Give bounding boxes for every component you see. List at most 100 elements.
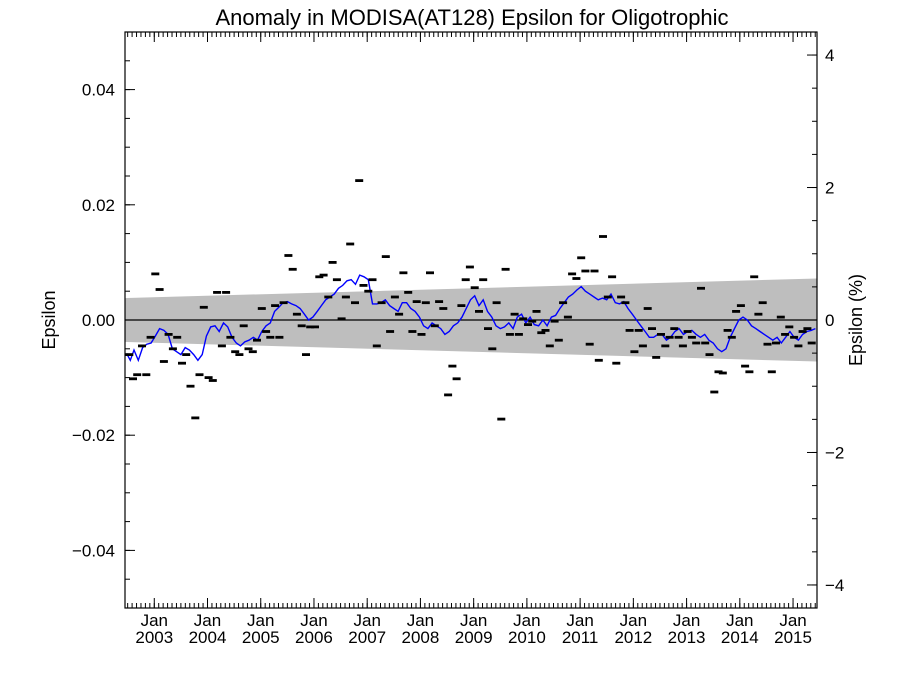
x-tick-label-year: 2005 — [242, 628, 280, 647]
data-point — [718, 371, 727, 375]
y-tick-label-left: 0.02 — [82, 196, 115, 215]
data-point — [621, 301, 630, 305]
data-point — [803, 327, 812, 330]
data-point — [692, 341, 701, 345]
data-point — [554, 338, 563, 342]
data-point — [164, 333, 173, 336]
data-point — [178, 361, 186, 365]
data-point — [311, 325, 319, 329]
data-point — [182, 353, 191, 356]
data-point — [426, 271, 434, 275]
x-tick-label-year: 2004 — [189, 628, 227, 647]
data-point — [417, 333, 426, 336]
data-point — [630, 350, 639, 354]
data-point — [572, 277, 581, 280]
data-point — [359, 284, 368, 287]
data-point — [479, 278, 488, 282]
data-point — [284, 254, 293, 257]
data-point — [652, 356, 661, 359]
data-point — [581, 269, 590, 273]
data-point — [288, 267, 297, 271]
x-tick-label-year: 2015 — [774, 628, 812, 647]
data-point — [351, 301, 359, 305]
data-point — [332, 278, 341, 282]
data-point — [714, 370, 723, 374]
data-point — [697, 286, 705, 290]
data-point — [292, 312, 301, 316]
data-point — [537, 331, 546, 335]
x-tick-label-month: Jan — [141, 611, 168, 630]
data-point — [617, 295, 626, 299]
data-point — [191, 416, 200, 420]
data-point — [745, 370, 754, 374]
data-point — [603, 295, 612, 299]
data-point — [129, 377, 137, 381]
data-point — [657, 333, 665, 336]
data-point — [168, 347, 177, 351]
data-point — [386, 330, 395, 333]
data-point — [590, 269, 599, 273]
y-tick-label-right: −4 — [825, 576, 844, 595]
x-tick-label-month: Jan — [513, 611, 540, 630]
data-point — [528, 319, 537, 323]
y-tick-label-right: 4 — [825, 46, 834, 65]
data-point — [532, 310, 541, 313]
data-point — [568, 272, 577, 276]
data-point — [231, 350, 240, 354]
data-point — [159, 360, 168, 363]
data-point — [594, 358, 603, 362]
data-point — [404, 291, 413, 294]
labels-layer: Anomaly in MODISA(AT128) Epsilon for Oli… — [39, 5, 866, 366]
data-point — [208, 379, 217, 382]
x-tick-label-month: Jan — [460, 611, 487, 630]
x-tick-label-year: 2003 — [135, 628, 173, 647]
data-point — [412, 300, 421, 303]
data-point — [625, 329, 634, 332]
data-point — [368, 278, 377, 282]
data-point — [421, 301, 430, 305]
data-point — [790, 335, 799, 339]
data-point — [577, 256, 586, 260]
data-point — [798, 330, 807, 333]
data-point — [195, 373, 204, 377]
data-point — [683, 330, 692, 333]
data-point — [297, 324, 306, 328]
data-point — [776, 315, 785, 319]
data-point — [470, 286, 479, 290]
data-point — [794, 344, 803, 348]
data-point — [381, 255, 390, 258]
data-point — [505, 333, 514, 336]
data-point — [341, 295, 350, 299]
data-point — [638, 344, 647, 348]
data-point — [328, 261, 337, 264]
data-point — [519, 317, 528, 321]
data-point — [133, 373, 142, 377]
data-point — [674, 335, 683, 339]
anomaly-line-layer — [125, 274, 816, 363]
data-point — [155, 288, 164, 291]
data-point — [444, 393, 453, 397]
data-point — [372, 344, 381, 348]
data-point — [661, 344, 670, 348]
data-point — [306, 325, 315, 329]
x-tick-label-month: Jan — [620, 611, 647, 630]
x-tick-label-year: 2013 — [668, 628, 706, 647]
data-point — [253, 338, 261, 342]
y-tick-label-left: −0.02 — [72, 426, 115, 445]
chart-title: Anomaly in MODISA(AT128) Epsilon for Oli… — [215, 5, 728, 30]
x-tick-label-year: 2011 — [562, 628, 599, 647]
data-point — [687, 335, 696, 339]
data-point — [239, 324, 248, 328]
data-point — [279, 301, 288, 305]
y-tick-label-right: −2 — [825, 443, 844, 462]
x-tick-label-year: 2009 — [455, 628, 493, 647]
data-point — [315, 275, 324, 279]
y-tick-label-left: 0.00 — [82, 311, 115, 330]
data-point — [302, 353, 310, 356]
data-point — [475, 310, 483, 313]
data-point — [585, 342, 594, 346]
data-point — [559, 301, 568, 305]
x-tick-label-month: Jan — [779, 611, 806, 630]
data-point — [723, 329, 732, 332]
